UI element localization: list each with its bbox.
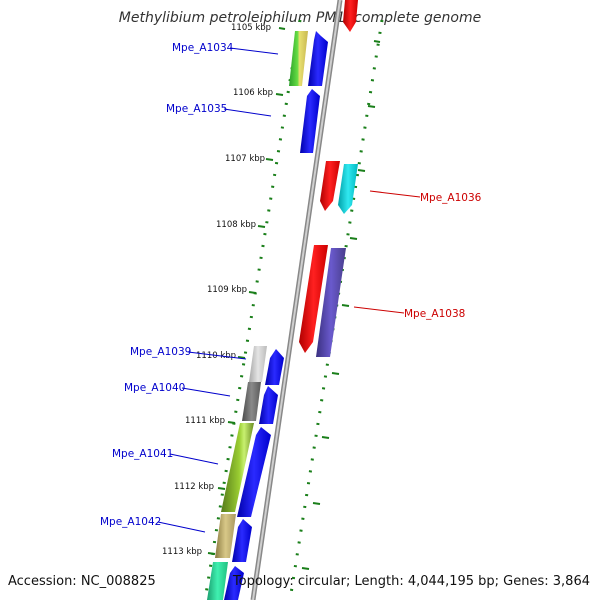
gene-label-mpe-a1038[interactable]: Mpe_A1038 xyxy=(404,308,465,320)
tick-label: 1109 kbp xyxy=(207,285,247,295)
gene-arrow-mpe-a1041[interactable] xyxy=(237,427,271,517)
gene-label-mpe-a1041[interactable]: Mpe_A1041 xyxy=(112,448,173,460)
tick-label: 1105 kbp xyxy=(231,23,271,33)
gene-arrow-mpe-a1042-colored[interactable] xyxy=(215,514,236,558)
gene-arrow-mpe-a1038-colored[interactable] xyxy=(316,248,346,357)
gene-arrow-partial-bottom[interactable] xyxy=(224,566,244,600)
tick-label: 1112 kbp xyxy=(174,482,214,492)
tick-label: 1108 kbp xyxy=(216,220,256,230)
gene-arrow-mpe-a1039-colored[interactable] xyxy=(249,346,267,382)
tick-label: 1107 kbp xyxy=(225,154,265,164)
gene-arrow-mpe-a1040-colored[interactable] xyxy=(242,382,261,421)
reverse-dotted-track xyxy=(288,19,384,600)
gene-arrow-partial-bottom-colored[interactable] xyxy=(207,562,228,600)
gene-arrow-mpe-a1034-colored[interactable] xyxy=(289,31,308,86)
gene-arrow-mpe-a1034[interactable] xyxy=(308,31,328,86)
tick-marks xyxy=(207,27,381,570)
accession-text: Accession: NC_008825 xyxy=(8,574,156,589)
gene-arrow-mpe-a1036-colored[interactable] xyxy=(338,164,358,214)
gene-label-mpe-a1042[interactable]: Mpe_A1042 xyxy=(100,516,161,528)
gene-labels: Mpe_A1034 Mpe_A1035 Mpe_A1036 Mpe_A1038 … xyxy=(100,42,482,528)
gene-arrow-mpe-a1039[interactable] xyxy=(265,349,284,385)
tick-label: 1106 kbp xyxy=(233,88,273,98)
genome-summary: Topology: circular; Length: 4,044,195 bp… xyxy=(232,574,590,589)
gene-label-mpe-a1036[interactable]: Mpe_A1036 xyxy=(420,192,482,204)
forward-dotted-track xyxy=(203,19,302,600)
tick-label: 1113 kbp xyxy=(162,547,202,557)
tick-label: 1110 kbp xyxy=(196,351,236,361)
gene-arrow-mpe-a1041-colored[interactable] xyxy=(221,423,254,512)
label-connectors xyxy=(157,47,421,533)
gene-arrow-partial[interactable] xyxy=(343,0,358,32)
gene-arrow-mpe-a1036[interactable] xyxy=(320,161,340,211)
gene-arrow-mpe-a1040[interactable] xyxy=(259,386,278,424)
gene-arrow-mpe-a1038[interactable] xyxy=(299,245,328,353)
tick-label-group: 1105 kbp 1106 kbp 1107 kbp 1108 kbp 1109… xyxy=(162,23,273,557)
gene-label-mpe-a1034[interactable]: Mpe_A1034 xyxy=(172,42,234,54)
gene-label-mpe-a1035[interactable]: Mpe_A1035 xyxy=(166,103,227,115)
genome-title: Methylibium petroleiphilum PM1, complete… xyxy=(118,10,482,26)
gene-arrow-mpe-a1042[interactable] xyxy=(232,519,252,562)
gene-arrow-mpe-a1035[interactable] xyxy=(300,89,320,153)
tick-label: 1111 kbp xyxy=(185,416,225,426)
gene-label-mpe-a1040[interactable]: Mpe_A1040 xyxy=(124,382,185,394)
gene-label-mpe-a1039[interactable]: Mpe_A1039 xyxy=(130,346,191,358)
